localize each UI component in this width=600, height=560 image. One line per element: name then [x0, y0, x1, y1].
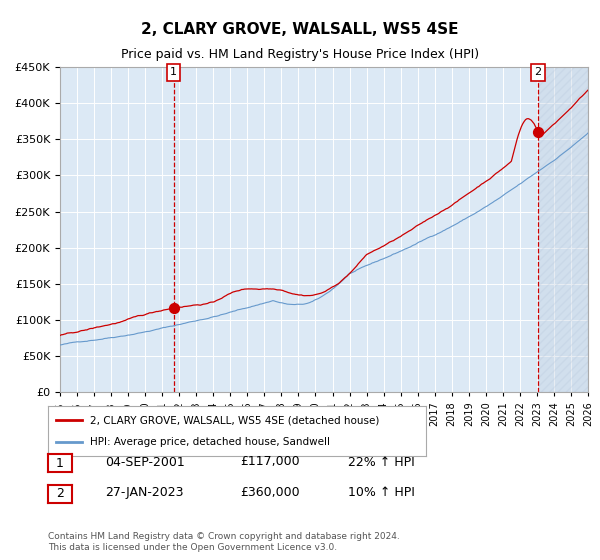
Point	[169, 303, 178, 312]
Text: This data is licensed under the Open Government Licence v3.0.: This data is licensed under the Open Gov…	[48, 543, 337, 552]
Point	[533, 128, 543, 137]
Text: 10% ↑ HPI: 10% ↑ HPI	[348, 486, 415, 500]
Bar	[538, 67, 588, 392]
Text: 1: 1	[170, 67, 177, 77]
Text: 2, CLARY GROVE, WALSALL, WS5 4SE: 2, CLARY GROVE, WALSALL, WS5 4SE	[141, 22, 459, 38]
Text: Contains HM Land Registry data © Crown copyright and database right 2024.: Contains HM Land Registry data © Crown c…	[48, 532, 400, 541]
Text: £117,000: £117,000	[240, 455, 299, 469]
Text: 2: 2	[56, 487, 64, 501]
Text: 2, CLARY GROVE, WALSALL, WS5 4SE (detached house): 2, CLARY GROVE, WALSALL, WS5 4SE (detach…	[89, 415, 379, 425]
Text: Price paid vs. HM Land Registry's House Price Index (HPI): Price paid vs. HM Land Registry's House …	[121, 48, 479, 60]
Text: 2: 2	[535, 67, 542, 77]
Text: £360,000: £360,000	[240, 486, 299, 500]
Text: 22% ↑ HPI: 22% ↑ HPI	[348, 455, 415, 469]
Text: 1: 1	[56, 456, 64, 470]
Text: 27-JAN-2023: 27-JAN-2023	[105, 486, 184, 500]
Text: 04-SEP-2001: 04-SEP-2001	[105, 455, 185, 469]
Text: HPI: Average price, detached house, Sandwell: HPI: Average price, detached house, Sand…	[89, 437, 329, 447]
